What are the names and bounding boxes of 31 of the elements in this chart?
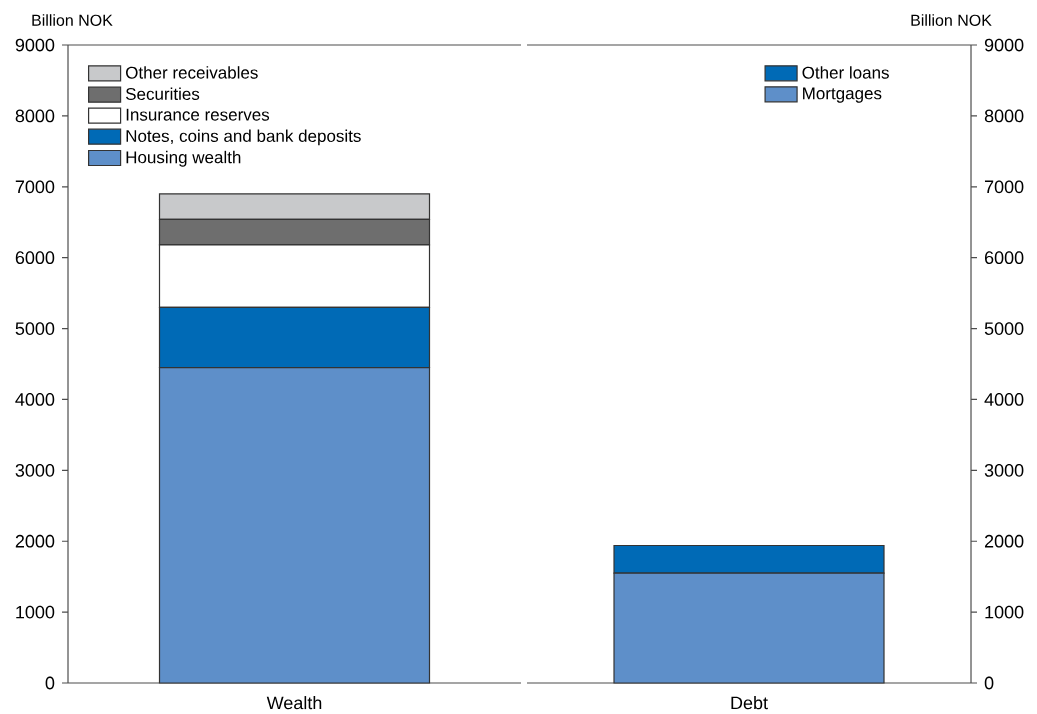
y-tick-label: 5000	[984, 322, 1024, 335]
legend-label: Housing wealth	[126, 150, 241, 167]
y-tick-label: 0	[45, 676, 55, 690]
y-tick-label: 9000	[15, 38, 55, 52]
y-tick-label: 5000	[15, 322, 55, 335]
legend-label: Other receivables	[126, 66, 258, 79]
y-axis-title: Billion NOK	[911, 14, 992, 26]
legend-label: Insurance reserves	[126, 108, 270, 121]
y-tick-label: 3000	[15, 463, 55, 477]
y-axis-title: Billion NOK	[32, 14, 113, 26]
y-tick-label: 8000	[15, 109, 55, 123]
y-tick-label: 6000	[984, 251, 1024, 265]
y-tick-label: 9000	[984, 38, 1024, 52]
y-tick-label: 1000	[985, 605, 1024, 619]
y-tick-label: 1000	[16, 605, 55, 619]
y-tick-label: 7000	[15, 180, 55, 194]
y-tick-label: 7000	[984, 180, 1024, 194]
y-tick-label: 8000	[984, 109, 1024, 123]
y-tick-label: 3000	[984, 463, 1024, 477]
y-tick-label: 2000	[984, 534, 1024, 548]
x-tick-label: Wealth	[266, 696, 322, 710]
y-tick-label: 2000	[15, 534, 55, 548]
y-tick-label: 4000	[984, 393, 1024, 406]
y-tick-label: 0	[984, 676, 994, 690]
y-tick-label: 4000	[15, 393, 55, 406]
y-tick-label: 6000	[15, 251, 55, 265]
legend-label: Securities	[125, 87, 200, 100]
legend-label: Notes, coins and bank deposits	[126, 129, 361, 146]
legend-label: Other loans	[802, 66, 889, 79]
legend-label: Mortgages	[803, 87, 882, 103]
x-tick-label: Debt	[731, 696, 768, 710]
